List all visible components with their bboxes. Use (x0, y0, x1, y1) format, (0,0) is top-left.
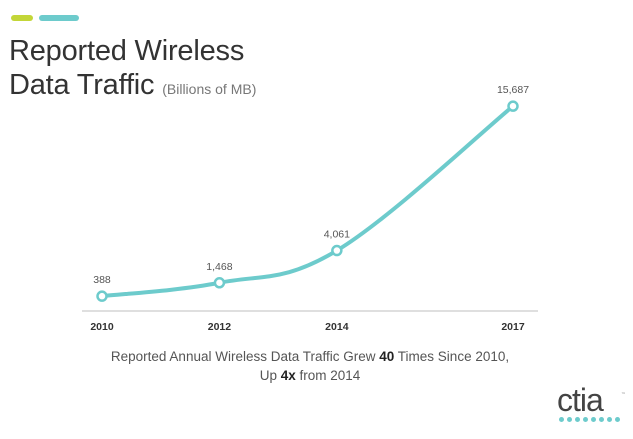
x-tick-label-2017: 2017 (501, 321, 525, 333)
chart-subtitle: (Billions of MB) (162, 81, 257, 97)
title-line-2-text: Data Traffic (9, 69, 155, 101)
caption-line-1-end: Times Since 2010, (394, 349, 510, 364)
ctia-logo: ctia (557, 382, 627, 425)
data-point-2017 (507, 100, 519, 112)
data-label-2012: 1,468 (206, 261, 232, 273)
x-tick-label-2012: 2012 (208, 321, 232, 333)
data-point-2010 (96, 290, 108, 302)
data-point-2014 (331, 244, 343, 257)
caption-highlight-40: 40 (379, 349, 395, 364)
accent-bar-teal (39, 15, 79, 21)
accent-bar-green (11, 15, 33, 21)
logo-text: ctia (557, 382, 604, 418)
caption-line-1-start: Reported Annual Wireless Data Traffic Gr… (110, 349, 380, 364)
data-label-2014: 4,061 (324, 229, 350, 241)
title-line-2: Data Traffic (Billions of MB) (9, 68, 256, 106)
caption-line-2-end: from 2014 (295, 368, 361, 383)
caption-line-2: Up 4x from 2014 (80, 368, 540, 383)
logo-trademark: ™ (621, 392, 626, 398)
x-tick-label-2014: 2014 (325, 321, 349, 333)
series-line (100, 104, 515, 299)
x-tick-label-2010: 2010 (90, 321, 114, 333)
caption-line-2-start: Up (259, 368, 281, 383)
data-point-2012 (213, 277, 226, 289)
caption-line-1: Reported Annual Wireless Data Traffic Gr… (80, 349, 540, 364)
title-line-1: Reported Wireless (9, 35, 245, 67)
chart-title: Reported Wireless Data Traffic (Billions… (9, 34, 256, 106)
data-label-2017: 15,687 (497, 84, 529, 96)
data-label-2010: 388 (93, 274, 111, 286)
ctia-logo-dots-icon (559, 417, 627, 422)
caption-highlight-4x: 4x (280, 368, 296, 383)
